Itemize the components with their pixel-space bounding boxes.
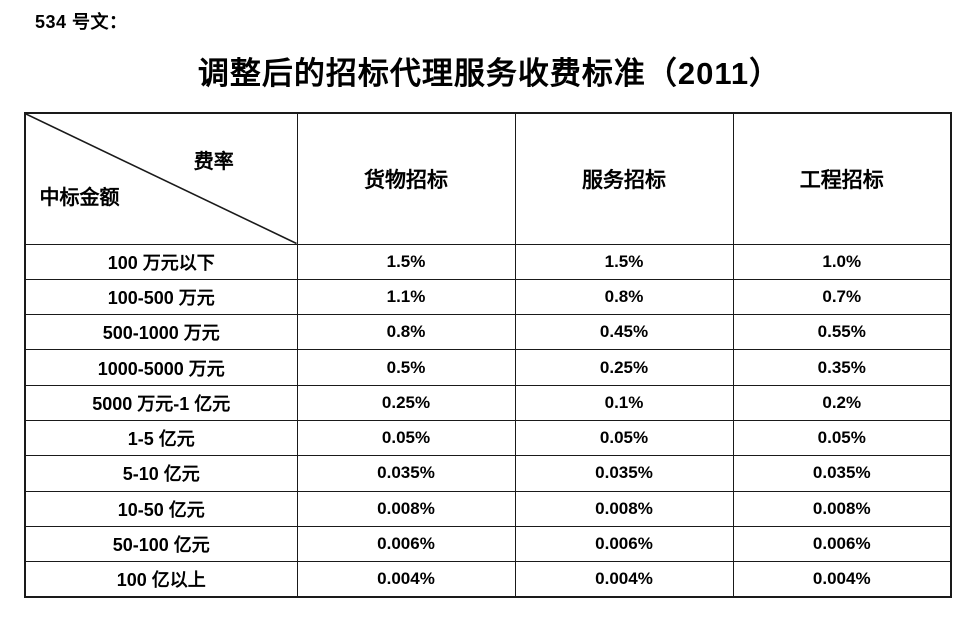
rate-cell: 0.8% bbox=[296, 314, 516, 351]
table-row: 1000-5000 万元 0.5% 0.25% 0.35% bbox=[24, 349, 952, 386]
table-row: 500-1000 万元 0.8% 0.45% 0.55% bbox=[24, 314, 952, 351]
rate-cell: 0.008% bbox=[514, 490, 734, 527]
rate-cell: 0.004% bbox=[732, 561, 952, 598]
table-row: 5-10 亿元 0.035% 0.035% 0.035% bbox=[24, 455, 952, 492]
column-header-goods-tender: 货物招标 bbox=[296, 112, 516, 245]
table-row: 5000 万元-1 亿元 0.25% 0.1% 0.2% bbox=[24, 384, 952, 421]
table-row: 1-5 亿元 0.05% 0.05% 0.05% bbox=[24, 419, 952, 457]
row-label: 100 亿以上 bbox=[24, 561, 298, 598]
rate-cell: 0.45% bbox=[514, 314, 734, 351]
rate-cell: 1.1% bbox=[296, 278, 516, 316]
fee-table: 费率 中标金额 货物招标 服务招标 工程招标 100 万元以下 1.5% 1.5… bbox=[24, 112, 952, 598]
row-label: 50-100 亿元 bbox=[24, 525, 298, 563]
row-label: 100-500 万元 bbox=[24, 278, 298, 316]
row-label: 10-50 亿元 bbox=[24, 490, 298, 527]
rate-cell: 0.8% bbox=[514, 278, 734, 316]
rate-cell: 0.004% bbox=[296, 561, 516, 598]
rate-cell: 0.006% bbox=[296, 525, 516, 563]
table-row: 100-500 万元 1.1% 0.8% 0.7% bbox=[24, 278, 952, 316]
rate-cell: 0.008% bbox=[296, 490, 516, 527]
rate-cell: 0.25% bbox=[296, 384, 516, 421]
rate-cell: 1.5% bbox=[514, 243, 734, 280]
table-header-row: 费率 中标金额 货物招标 服务招标 工程招标 bbox=[24, 112, 952, 245]
rate-cell: 0.006% bbox=[732, 525, 952, 563]
rate-cell: 0.2% bbox=[732, 384, 952, 421]
corner-label-rate: 费率 bbox=[193, 151, 234, 174]
rate-cell: 0.5% bbox=[296, 349, 516, 386]
diagonal-divider-line bbox=[26, 114, 297, 244]
corner-header-cell: 费率 中标金额 bbox=[24, 112, 298, 245]
rate-cell: 0.7% bbox=[732, 278, 952, 316]
column-header-service-tender: 服务招标 bbox=[514, 112, 734, 245]
row-label: 1000-5000 万元 bbox=[24, 349, 298, 386]
table-row: 100 万元以下 1.5% 1.5% 1.0% bbox=[24, 243, 952, 280]
rate-cell: 0.008% bbox=[732, 490, 952, 527]
rate-cell: 0.035% bbox=[296, 455, 516, 492]
rate-cell: 0.25% bbox=[514, 349, 734, 386]
corner-label-bid-amount: 中标金额 bbox=[39, 187, 120, 210]
rate-cell: 0.05% bbox=[514, 419, 734, 457]
column-header-works-tender: 工程招标 bbox=[732, 112, 952, 245]
row-label: 5000 万元-1 亿元 bbox=[24, 384, 298, 421]
rate-cell: 0.05% bbox=[732, 419, 952, 457]
rate-cell: 1.5% bbox=[296, 243, 516, 280]
page-title: 调整后的招标代理服务收费标准（2011） bbox=[197, 56, 782, 91]
rate-cell: 0.1% bbox=[514, 384, 734, 421]
table-row: 100 亿以上 0.004% 0.004% 0.004% bbox=[24, 561, 952, 598]
row-label: 500-1000 万元 bbox=[24, 314, 298, 351]
table-row: 50-100 亿元 0.006% 0.006% 0.006% bbox=[24, 525, 952, 563]
rate-cell: 0.35% bbox=[732, 349, 952, 386]
rate-cell: 0.05% bbox=[296, 419, 516, 457]
rate-cell: 0.55% bbox=[732, 314, 952, 351]
rate-cell: 1.0% bbox=[732, 243, 952, 280]
row-label: 100 万元以下 bbox=[24, 243, 298, 280]
rate-cell: 0.035% bbox=[514, 455, 734, 492]
rate-cell: 0.035% bbox=[732, 455, 952, 492]
row-label: 1-5 亿元 bbox=[24, 419, 298, 457]
rate-cell: 0.006% bbox=[514, 525, 734, 563]
table-row: 10-50 亿元 0.008% 0.008% 0.008% bbox=[24, 490, 952, 527]
doc-number-label: 534 号文： bbox=[35, 12, 128, 32]
rate-cell: 0.004% bbox=[514, 561, 734, 598]
row-label: 5-10 亿元 bbox=[24, 455, 298, 492]
